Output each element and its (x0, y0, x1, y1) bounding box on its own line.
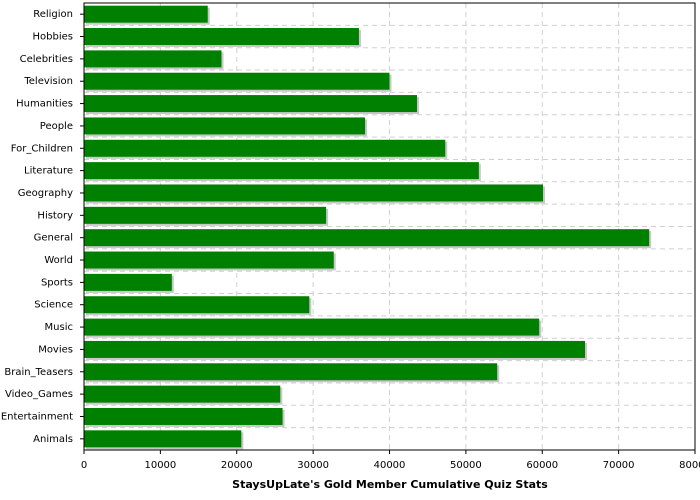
bar (84, 340, 586, 358)
bar (84, 50, 222, 68)
y-tick-label: Movies (38, 344, 73, 355)
bar (84, 251, 334, 269)
x-tick-label: 20000 (221, 460, 253, 471)
bar (84, 139, 446, 157)
y-tick-label: World (44, 255, 73, 266)
y-tick-label: Literature (24, 166, 73, 177)
y-tick-label: Religion (33, 9, 73, 20)
y-tick-label: People (40, 121, 73, 132)
bar (84, 385, 281, 403)
bar (84, 184, 544, 202)
bar (84, 273, 172, 291)
x-tick-label: 0 (81, 460, 87, 471)
y-tick-label: Celebrities (20, 54, 73, 65)
y-tick-label: General (34, 233, 73, 244)
y-tick-label: For_Children (11, 143, 73, 154)
y-tick-label: History (37, 210, 73, 221)
bar (84, 72, 390, 90)
plot-frame (83, 2, 696, 451)
x-tick-label: 50000 (450, 460, 482, 471)
bar (84, 407, 283, 425)
x-tick-label: 10000 (144, 460, 176, 471)
y-tick-label: Animals (33, 434, 73, 445)
x-tick-label: 80000 (679, 460, 700, 471)
x-tick-label: 40000 (374, 460, 406, 471)
y-tick-label: Geography (18, 188, 73, 199)
y-tick-label: Entertainment (1, 411, 73, 422)
y-tick-label: Brain_Teasers (4, 367, 73, 378)
bar (84, 28, 359, 46)
bar (84, 117, 366, 135)
x-tick-label: 60000 (526, 460, 558, 471)
bar (84, 318, 540, 336)
bar (84, 5, 208, 23)
x-tick-label: 30000 (297, 460, 329, 471)
y-tick-label: Music (45, 322, 73, 333)
y-tick-label: Hobbies (33, 32, 73, 43)
y-tick-label: Video_Games (5, 389, 73, 400)
y-tick-label: Humanities (16, 99, 73, 110)
bar (84, 95, 417, 113)
y-tick-label: Television (23, 76, 73, 87)
bar (84, 430, 242, 448)
bar (84, 363, 498, 381)
bar (84, 229, 650, 247)
x-tick-label: 70000 (603, 460, 635, 471)
chart-title: StaysUpLate's Gold Member Cumulative Qui… (232, 478, 548, 491)
bar (84, 206, 327, 224)
y-tick-label: Sports (41, 277, 73, 288)
bar (84, 162, 479, 180)
bar (84, 296, 310, 314)
y-tick-label: Science (34, 300, 73, 311)
